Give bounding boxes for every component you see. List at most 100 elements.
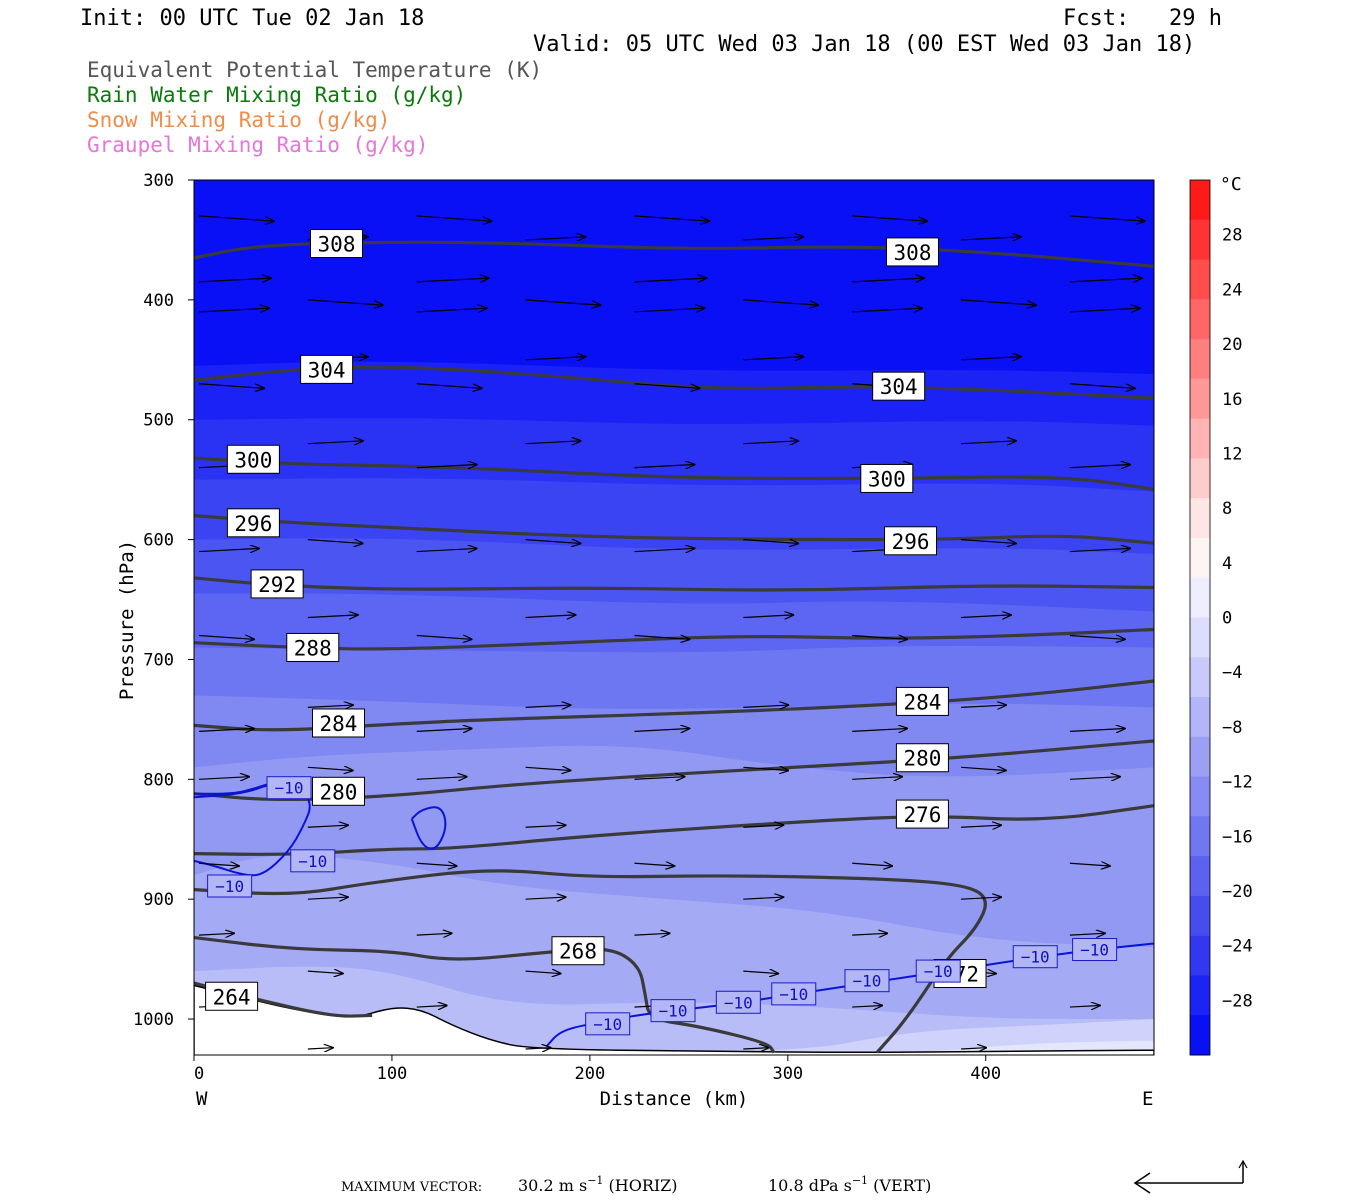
wind-vector	[743, 825, 783, 827]
colorbar-swatch	[1190, 339, 1210, 380]
wind-vector	[634, 383, 699, 389]
isotherm-label-box	[585, 1012, 631, 1036]
wind-vector	[852, 215, 927, 221]
wind-vector	[525, 357, 586, 360]
wind-vector	[961, 441, 1016, 444]
isotherm-label: −10	[593, 1015, 622, 1034]
contour-label: 284	[320, 712, 358, 736]
contour-label: 268	[559, 940, 597, 964]
contour-label-box	[310, 229, 364, 259]
wind-vector	[961, 540, 1016, 544]
wind-vector	[416, 777, 467, 780]
wind-vector	[525, 767, 571, 770]
wind-vector	[961, 897, 1001, 899]
wind-vector	[307, 299, 383, 305]
colorbar-swatch	[1190, 577, 1210, 618]
wind-vector	[634, 465, 694, 468]
isotherm-label: −10	[215, 877, 244, 896]
west-label: W	[196, 1088, 208, 1110]
theta-e-contour-272	[194, 869, 987, 1054]
wind-vector	[307, 705, 353, 707]
wind-vector	[307, 897, 348, 899]
contour-label: 304	[308, 358, 346, 382]
colorbar-swatch	[1190, 219, 1210, 261]
colorbar-frame	[1189, 179, 1211, 1056]
wind-vector	[852, 933, 887, 935]
colorbar-label: 8	[1222, 499, 1232, 519]
wind-vector	[1069, 635, 1125, 639]
colorbar-label: 28	[1222, 226, 1242, 246]
colorbar-label: −24	[1222, 937, 1253, 957]
contour-label: 300	[234, 448, 272, 472]
wind-vector	[416, 215, 492, 221]
wind-vector	[525, 705, 571, 707]
east-label: E	[1142, 1088, 1153, 1110]
colorbar-label: 12	[1222, 444, 1242, 464]
legend-entry: Rain Water Mixing Ratio (g/kg)	[87, 83, 466, 107]
contour-label-box	[886, 237, 940, 267]
wind-vector	[743, 615, 793, 618]
wind-vector	[961, 1048, 986, 1049]
wind-vector	[852, 635, 907, 639]
wind-vector	[416, 1005, 447, 1007]
wind-vector	[743, 357, 803, 360]
wind-vector	[525, 299, 601, 305]
wind-vector	[1069, 278, 1142, 282]
theta-e-contour-284	[194, 679, 1154, 732]
wind-vector	[525, 615, 576, 618]
wind-vector	[743, 237, 803, 240]
isotherm-line	[194, 778, 284, 795]
theta-e-contour-264	[194, 981, 373, 1018]
wind-vector	[198, 728, 254, 731]
x-axis: 0 100 200 300 400	[193, 1055, 1001, 1084]
max-vector-vert: 10.8 dPa s−1 (VERT)	[768, 1174, 931, 1195]
colorbar-label: −4	[1222, 663, 1242, 683]
contour-label-box	[250, 569, 304, 599]
isotherm-label-box	[650, 999, 696, 1023]
max-vector-horiz: 30.2 m s−1 (HORIZ)	[518, 1174, 678, 1195]
x-axis-label: Distance (km)	[600, 1088, 749, 1110]
shade-band	[194, 1019, 1154, 1055]
y-tick-label: 300	[143, 171, 174, 191]
plot-frame	[193, 179, 1155, 1056]
wind-vector	[961, 357, 1021, 360]
wind-vector	[307, 971, 343, 973]
wind-vector	[416, 863, 457, 866]
wind-vector	[525, 1048, 551, 1049]
wind-vector	[525, 237, 586, 240]
contour-label-box	[205, 981, 259, 1011]
contour-label: 280	[320, 780, 358, 804]
wind-vector	[1069, 863, 1110, 866]
wind-vector	[307, 825, 348, 827]
wind-vector	[307, 767, 353, 770]
wind-vector	[743, 767, 788, 770]
wind-vector	[307, 540, 363, 544]
wind-vector	[416, 278, 489, 282]
wind-vector	[961, 615, 1011, 618]
colorbar-swatch	[1190, 816, 1210, 857]
wind-vector	[416, 465, 477, 468]
y-tick-label: 1000	[133, 1010, 174, 1030]
isotherm-label: −10	[924, 962, 953, 981]
contour-label-box	[895, 743, 949, 773]
wind-vector	[961, 705, 1006, 707]
field-legend: Equivalent Potential Temperature (K)Rain…	[87, 58, 542, 157]
wind-vector	[1069, 548, 1130, 551]
wind-vector	[634, 278, 706, 282]
x-tick-label: 100	[377, 1064, 408, 1084]
wind-vector	[743, 971, 778, 973]
wind-vector	[416, 383, 482, 389]
colorbar-swatch	[1190, 975, 1210, 1016]
colorbar-swatch	[1190, 895, 1210, 937]
wind-vector	[416, 308, 487, 312]
isotherm-label-box	[915, 959, 961, 983]
colorbar-label: 24	[1222, 280, 1242, 300]
wind-vector	[961, 237, 1021, 240]
colorbar-label: 16	[1222, 390, 1242, 410]
wind-vector	[634, 863, 674, 866]
wind-vector	[198, 383, 264, 389]
colorbar-swatch	[1190, 180, 1210, 221]
theta-e-contour-296	[194, 514, 1154, 545]
legend-entry: Graupel Mixing Ratio (g/kg)	[87, 133, 428, 157]
colorbar-label: −12	[1222, 773, 1253, 793]
